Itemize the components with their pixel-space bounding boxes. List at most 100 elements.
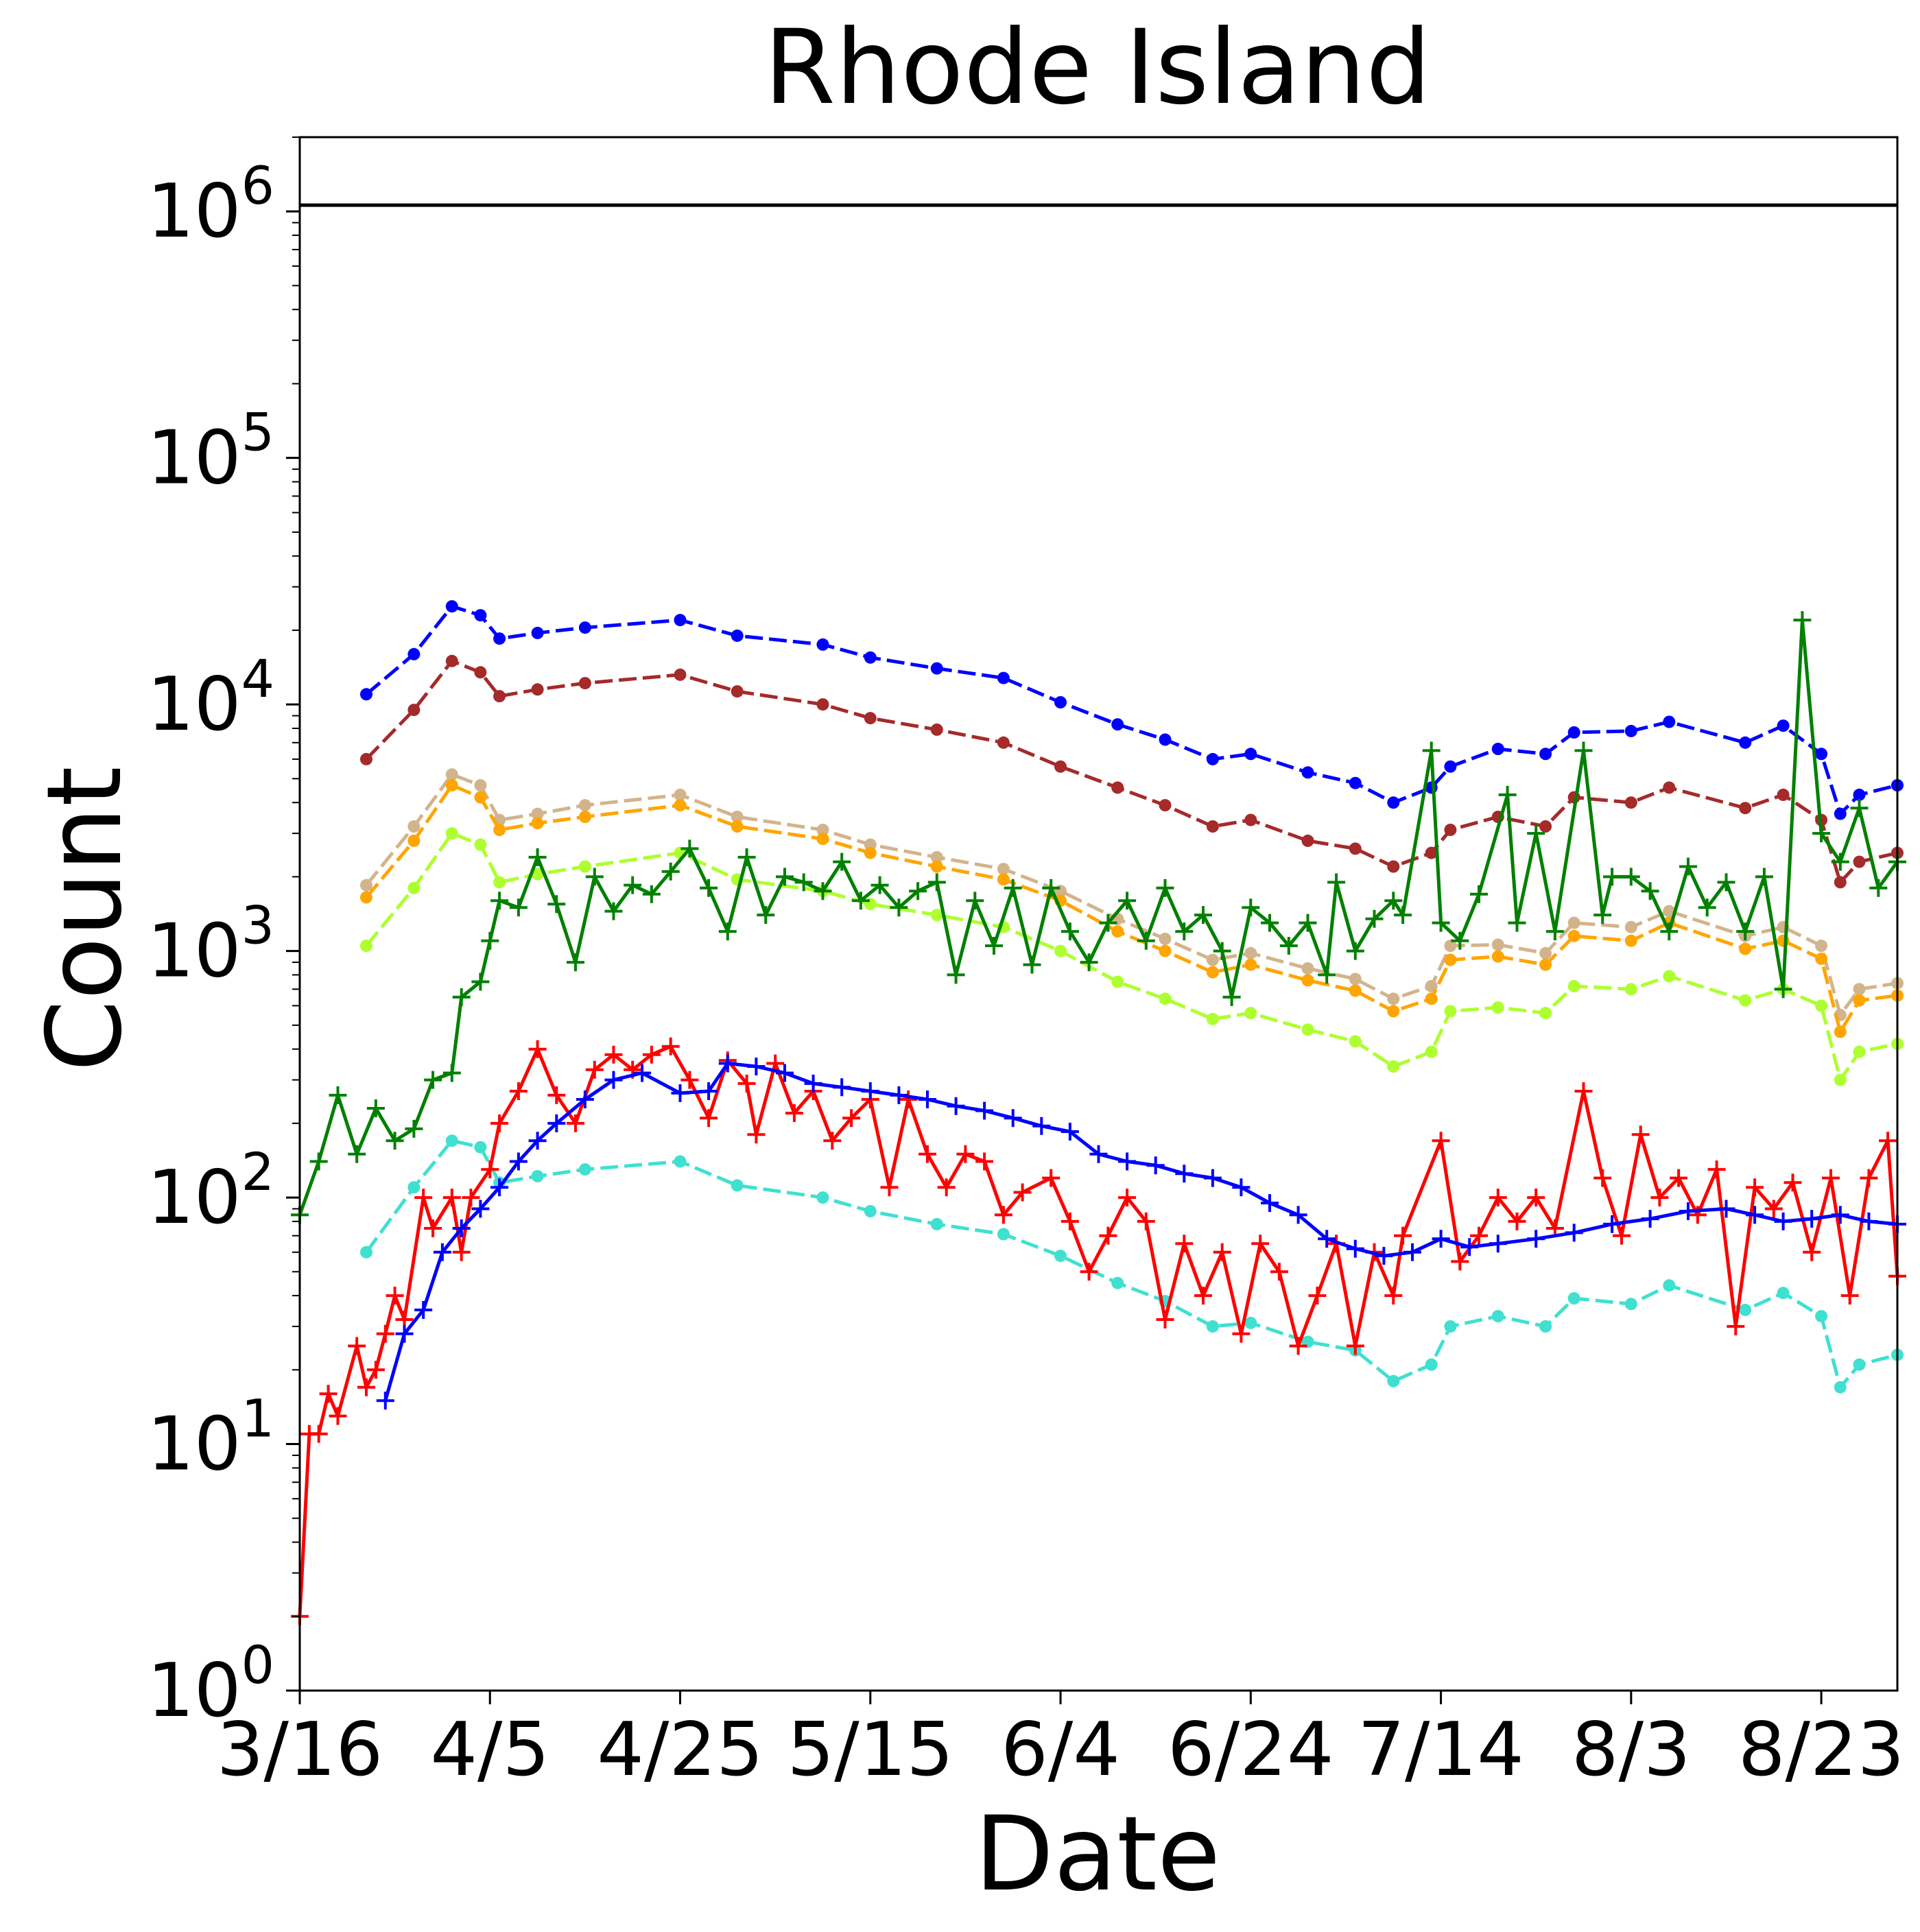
series-point: [947, 1097, 965, 1115]
series-point: [997, 671, 1010, 684]
series-point: [997, 1228, 1010, 1241]
series-point: [1301, 766, 1314, 779]
series-point: [442, 1064, 461, 1082]
series-point: [1793, 611, 1812, 630]
y-tick-label: 102: [147, 1141, 274, 1241]
series-point: [1834, 876, 1847, 889]
series-line: [365, 772, 1898, 1017]
series-point: [1853, 855, 1866, 868]
series-point: [604, 902, 623, 920]
series-point: [1539, 1007, 1552, 1020]
series-point: [578, 860, 591, 873]
series-point: [1650, 1189, 1669, 1207]
series-point: [1175, 1235, 1194, 1253]
series-point: [899, 1090, 918, 1108]
series-point: [531, 868, 544, 881]
y-tick-label-base: 10: [147, 662, 241, 748]
series-point: [1349, 842, 1362, 855]
series-point: [1803, 1243, 1821, 1261]
series-point: [376, 1324, 394, 1343]
series-point: [674, 1155, 687, 1168]
series-point: [1425, 1358, 1438, 1371]
series-point: [528, 848, 547, 866]
series-point: [997, 863, 1010, 876]
series-point: [567, 953, 584, 972]
series-point: [1301, 962, 1314, 975]
series-point: [1387, 1060, 1400, 1073]
series-point: [785, 1104, 803, 1122]
series-point: [578, 799, 591, 812]
y-axis-label: Count: [25, 766, 145, 1071]
series-point: [1663, 781, 1676, 794]
series-point: [531, 626, 544, 639]
series-point: [474, 838, 487, 851]
series-point: [445, 600, 458, 613]
series-point: [1244, 946, 1257, 959]
series-point: [1403, 1243, 1421, 1261]
series-point: [1815, 748, 1828, 761]
series-point: [1774, 980, 1792, 999]
series-point: [445, 827, 458, 840]
series-point: [1206, 752, 1219, 765]
series-point: [674, 668, 687, 681]
series-point: [814, 882, 832, 901]
series-point: [833, 852, 851, 871]
series-point: [1815, 952, 1828, 965]
series-point: [366, 1099, 385, 1117]
series-point: [1054, 760, 1067, 773]
series-point: [433, 1243, 451, 1261]
y-tick-label: 105: [147, 402, 274, 501]
series-point: [1670, 1169, 1688, 1187]
series-point: [1850, 799, 1869, 818]
series-point: [1717, 1200, 1735, 1218]
series-point: [1451, 1252, 1469, 1271]
series-point: [1111, 925, 1124, 938]
series-point: [1349, 1035, 1362, 1048]
series-point: [1159, 992, 1172, 1005]
series-point: [424, 1219, 442, 1237]
series-point: [1624, 1298, 1637, 1311]
series-point: [1444, 1320, 1457, 1333]
x-tick-label: 7/14: [1358, 1707, 1524, 1793]
series-point: [490, 1178, 509, 1197]
series-point: [1663, 1279, 1676, 1292]
series-point: [1432, 1230, 1450, 1248]
series-point: [864, 1205, 877, 1217]
series-point: [348, 1145, 366, 1163]
series-point: [1346, 1337, 1364, 1355]
series-point: [407, 881, 420, 894]
series-point: [452, 1243, 471, 1261]
series-point: [1318, 966, 1336, 984]
series-point: [700, 879, 718, 897]
series-point: [816, 824, 829, 836]
series-point: [1156, 1311, 1174, 1328]
series-point: [1206, 820, 1219, 833]
series-point: [1860, 1212, 1878, 1230]
series-0: [360, 600, 1904, 820]
series-point: [1853, 1045, 1866, 1058]
series-point: [918, 1090, 936, 1108]
series-point: [1746, 1206, 1764, 1224]
series-point: [861, 1082, 879, 1100]
series-point: [1679, 1202, 1697, 1220]
series-point: [1831, 1206, 1849, 1224]
series-point: [823, 1132, 842, 1150]
series-point: [642, 885, 661, 903]
series-point: [1054, 696, 1067, 708]
series-point: [1387, 1374, 1400, 1387]
series-point: [509, 1082, 528, 1100]
series-point: [1111, 781, 1124, 794]
series-point: [1042, 1169, 1060, 1187]
series-point: [1489, 1235, 1507, 1253]
series-point: [1308, 1287, 1327, 1305]
series-point: [1159, 932, 1172, 945]
series-point: [531, 683, 544, 696]
series-point: [1365, 909, 1384, 928]
series-point: [1624, 724, 1637, 737]
series-point: [1289, 1206, 1307, 1224]
series-point: [490, 1114, 509, 1132]
series-point: [1565, 1224, 1583, 1242]
series-point: [1032, 1117, 1051, 1135]
series-point: [1444, 953, 1457, 966]
series-point: [851, 892, 870, 910]
